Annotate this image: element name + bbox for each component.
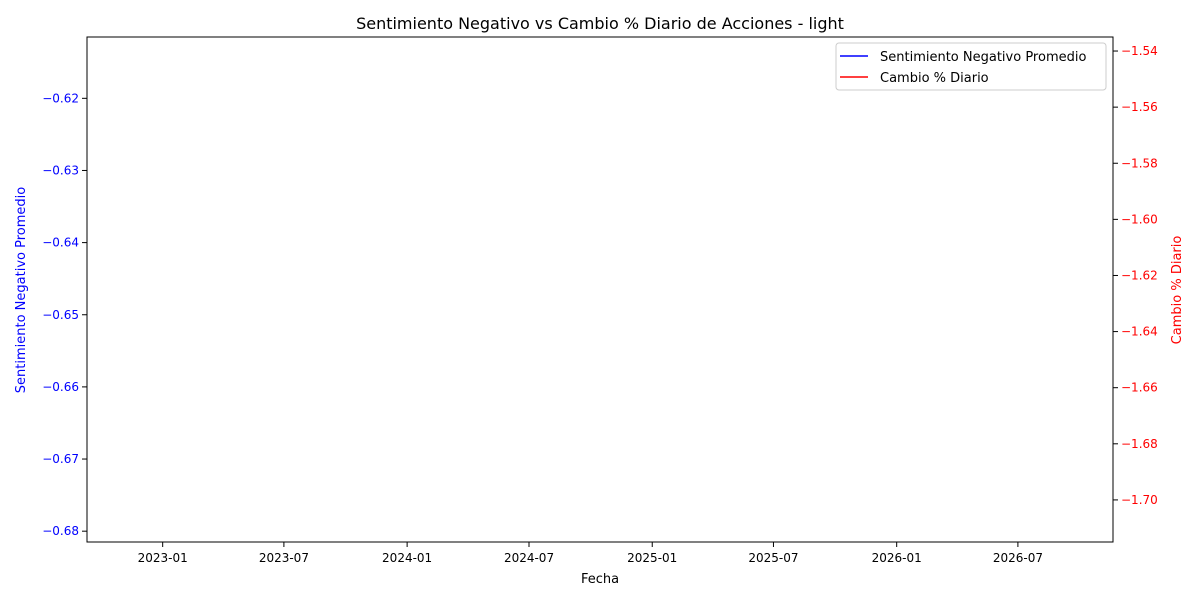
left-tick-label: −0.62 [42, 91, 79, 105]
right-tick-label: −1.56 [1121, 100, 1158, 114]
x-tick-label: 2023-01 [138, 551, 188, 565]
left-axis-label: Sentimiento Negativo Promedio [14, 187, 29, 393]
legend-label-cambio: Cambio % Diario [880, 71, 989, 86]
x-tick-label: 2026-07 [993, 551, 1043, 565]
legend-box [835, 42, 1107, 91]
x-tick-label: 2026-01 [872, 551, 922, 565]
x-tick-label: 2024-07 [504, 551, 554, 565]
x-tick-label: 2024-01 [382, 551, 432, 565]
left-tick-label: −0.65 [42, 308, 79, 322]
right-tick-label: −1.62 [1121, 268, 1158, 282]
right-tick-label: −1.60 [1121, 212, 1158, 226]
left-tick-label: −0.68 [42, 524, 79, 538]
x-tick-label: 2025-01 [627, 551, 677, 565]
x-tick-label: 2025-07 [748, 551, 798, 565]
left-tick-label: −0.67 [42, 452, 79, 466]
right-axis-ticks: −1.54 −1.56 −1.58 −1.60 −1.62 −1.64 −1.66 −1.68… [1113, 44, 1158, 507]
plot-frame [86, 36, 1114, 543]
left-axis-ticks: −0.62 −0.63 −0.64 −0.65 −0.66 −0.67 −0.68 [42, 91, 87, 538]
x-axis-ticks: 2023-01 2023-07 2024-01 2024-07 2025-01 2025-… [138, 542, 1043, 565]
legend-label-sentimiento: Sentimiento Negativo Promedio [880, 50, 1086, 65]
right-tick-label: −1.58 [1121, 156, 1158, 170]
legend: Sentimiento Negativo Promedio Cambio % D… [835, 42, 1107, 91]
left-tick-label: −0.64 [42, 236, 79, 250]
chart-title: Sentimiento Negativo vs Cambio % Diario … [356, 14, 844, 33]
right-tick-label: −1.68 [1121, 437, 1158, 451]
right-tick-label: −1.66 [1121, 381, 1158, 395]
x-axis-label: Fecha [581, 572, 619, 587]
right-tick-label: −1.64 [1121, 325, 1158, 339]
left-tick-label: −0.63 [42, 163, 79, 177]
x-tick-label: 2023-07 [259, 551, 309, 565]
left-tick-label: −0.66 [42, 380, 79, 394]
right-tick-label: −1.70 [1121, 493, 1158, 507]
right-axis-label: Cambio % Diario [1170, 236, 1185, 345]
right-tick-label: −1.54 [1121, 44, 1158, 58]
